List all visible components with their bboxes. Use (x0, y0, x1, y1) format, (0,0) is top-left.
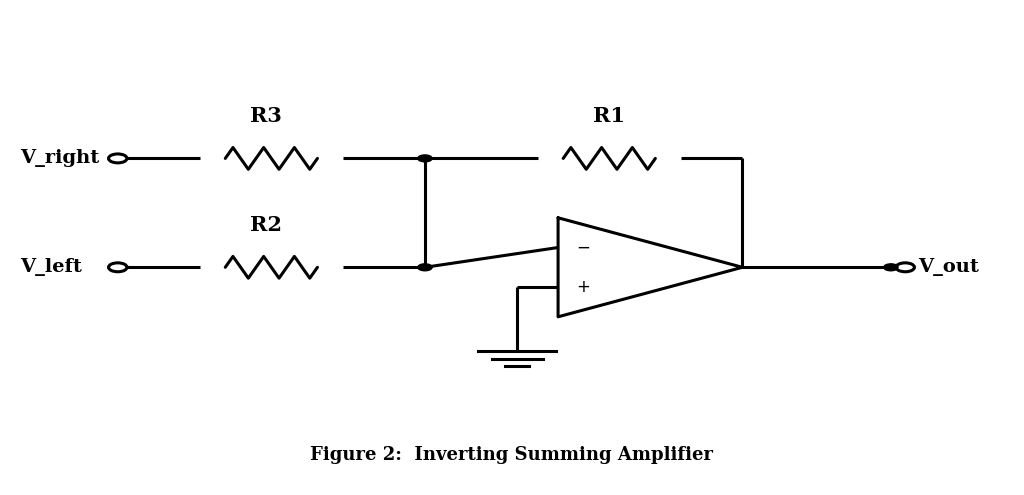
Text: V_right: V_right (20, 149, 99, 167)
Text: +: + (577, 278, 591, 296)
Circle shape (418, 155, 432, 162)
Text: V_out: V_out (919, 258, 979, 276)
Text: R3: R3 (250, 106, 283, 126)
Text: Figure 2:  Inverting Summing Amplifier: Figure 2: Inverting Summing Amplifier (310, 446, 714, 464)
Text: R1: R1 (593, 106, 626, 126)
Text: R2: R2 (250, 215, 283, 235)
Text: V_left: V_left (20, 258, 82, 276)
Text: −: − (577, 239, 591, 256)
Circle shape (884, 264, 898, 271)
Circle shape (418, 264, 432, 271)
